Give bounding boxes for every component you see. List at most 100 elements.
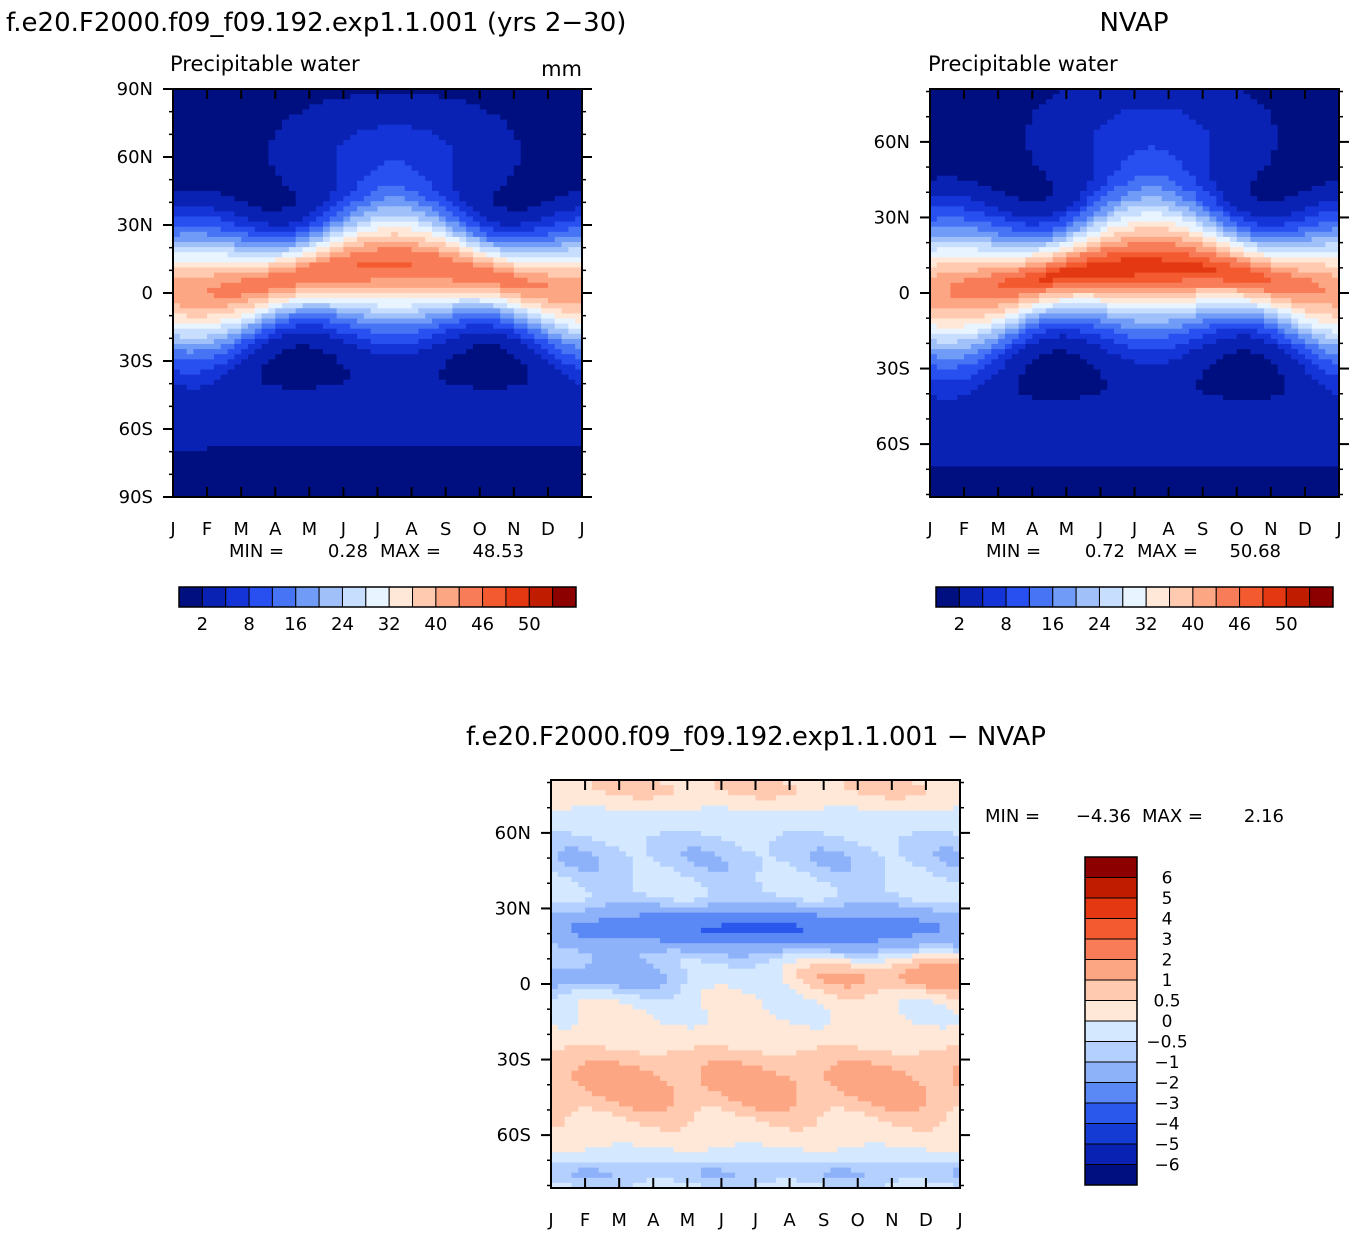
heatmap-cell — [1073, 236, 1088, 243]
heatmap-cell — [547, 282, 582, 289]
heatmap-cell — [1264, 354, 1292, 360]
heatmap-cell — [930, 400, 1339, 406]
heatmap-cell — [653, 1070, 702, 1077]
heatmap-cell — [377, 247, 413, 253]
heatmap-cell — [1202, 221, 1217, 228]
heatmap-cell — [1270, 293, 1339, 299]
heatmap-cell — [173, 293, 215, 299]
heatmap-cell — [694, 876, 757, 883]
heatmap-cell — [513, 328, 529, 335]
heatmap-cell — [1318, 201, 1339, 207]
heatmap-cell — [1332, 313, 1339, 320]
heatmap-cell — [309, 236, 324, 243]
heatmap-cell — [384, 196, 406, 202]
heatmap-cell — [571, 989, 613, 995]
heatmap-cell — [507, 206, 529, 212]
heatmap-cell — [844, 1106, 886, 1113]
heatmap-cell — [1209, 150, 1272, 156]
colorbar-box — [1084, 1164, 1138, 1186]
heatmap-cell — [1216, 247, 1231, 253]
colorbar-label: 46 — [1228, 614, 1251, 635]
heatmap-cell — [970, 344, 992, 350]
heatmap-cell — [302, 252, 317, 258]
heatmap-cell — [1025, 369, 1102, 376]
heatmap-cell — [946, 1024, 960, 1031]
heatmap-cell — [878, 989, 927, 995]
heatmap-cell — [459, 216, 474, 223]
heatmap-cell — [953, 1182, 960, 1188]
heatmap-cell — [479, 298, 508, 304]
heatmap-cell — [173, 242, 235, 248]
heatmap-cell — [1284, 221, 1320, 228]
x-tick-label: A — [647, 1210, 660, 1231]
heatmap-cell — [527, 313, 542, 320]
heatmap-cell — [377, 226, 413, 233]
heatmap-cell — [575, 364, 582, 371]
heatmap-cell — [925, 984, 960, 990]
heatmap-cell — [452, 354, 515, 360]
heatmap-cell — [336, 180, 358, 187]
heatmap-cell — [547, 272, 582, 279]
heatmap-cell — [411, 247, 440, 253]
heatmap-cell — [1202, 374, 1286, 381]
heatmap-cell — [316, 252, 331, 258]
heatmap-cell — [350, 323, 440, 330]
heatmap-cell — [1011, 211, 1054, 218]
heatmap-cell — [878, 948, 920, 954]
heatmap-cell — [680, 958, 702, 965]
heatmap-cell — [547, 328, 569, 335]
heatmap-cell — [1093, 160, 1122, 167]
heatmap-cell — [1168, 150, 1211, 156]
heatmap-cell — [1134, 318, 1170, 325]
contour-bands — [173, 89, 582, 497]
heatmap-cell — [1182, 277, 1224, 284]
heatmap-cell — [1066, 349, 1108, 355]
heatmap-cell — [953, 1065, 960, 1072]
heatmap-cell — [527, 318, 542, 325]
heatmap-cell — [1045, 272, 1136, 279]
heatmap-cell — [930, 124, 1027, 131]
heatmap-cell — [466, 211, 481, 218]
colorbar-box — [1084, 1102, 1138, 1124]
heatmap-cell — [1195, 384, 1286, 391]
heatmap-cell — [891, 1065, 954, 1072]
heatmap-cell — [282, 349, 324, 355]
heatmap-cell — [173, 287, 208, 294]
heatmap-cell — [930, 94, 1054, 100]
heatmap-cell — [782, 963, 811, 970]
colorbar-box — [458, 586, 484, 608]
heatmap-cell — [1264, 308, 1279, 314]
heatmap-cell — [445, 231, 454, 238]
heatmap-cell — [1052, 211, 1067, 218]
x-tick-label: M — [680, 1210, 696, 1231]
heatmap-cell — [445, 338, 522, 345]
heatmap-cell — [173, 415, 582, 422]
x-tick-label: D — [919, 1210, 933, 1231]
heatmap-cell — [991, 359, 1006, 365]
heatmap-cell — [830, 1009, 900, 1016]
heatmap-cell — [1250, 226, 1299, 233]
heatmap-cell — [551, 836, 593, 842]
heatmap-cell — [612, 1142, 634, 1148]
heatmap-cell — [411, 262, 474, 269]
heatmap-cell — [173, 99, 324, 105]
heatmap-cell — [823, 1172, 866, 1179]
heatmap-cell — [551, 1004, 579, 1011]
heatmap-cell — [1018, 313, 1027, 320]
heatmap-cell — [1250, 333, 1272, 340]
colorbar-box — [1084, 979, 1138, 1001]
heatmap-cell — [520, 293, 582, 299]
heatmap-cell — [1189, 252, 1217, 258]
heatmap-cell — [1052, 349, 1067, 355]
heatmap-cell — [930, 405, 1339, 411]
colorbar-box — [505, 586, 530, 608]
heatmap-cell — [919, 1050, 960, 1056]
colorbar-box — [201, 586, 227, 608]
heatmap-cell — [830, 1167, 852, 1174]
heatmap-cell — [1100, 206, 1115, 212]
heatmap-cell — [991, 328, 1006, 335]
heatmap-cell — [930, 369, 979, 376]
colorbar-label: 0 — [1162, 1012, 1173, 1032]
heatmap-cell — [551, 1147, 586, 1153]
